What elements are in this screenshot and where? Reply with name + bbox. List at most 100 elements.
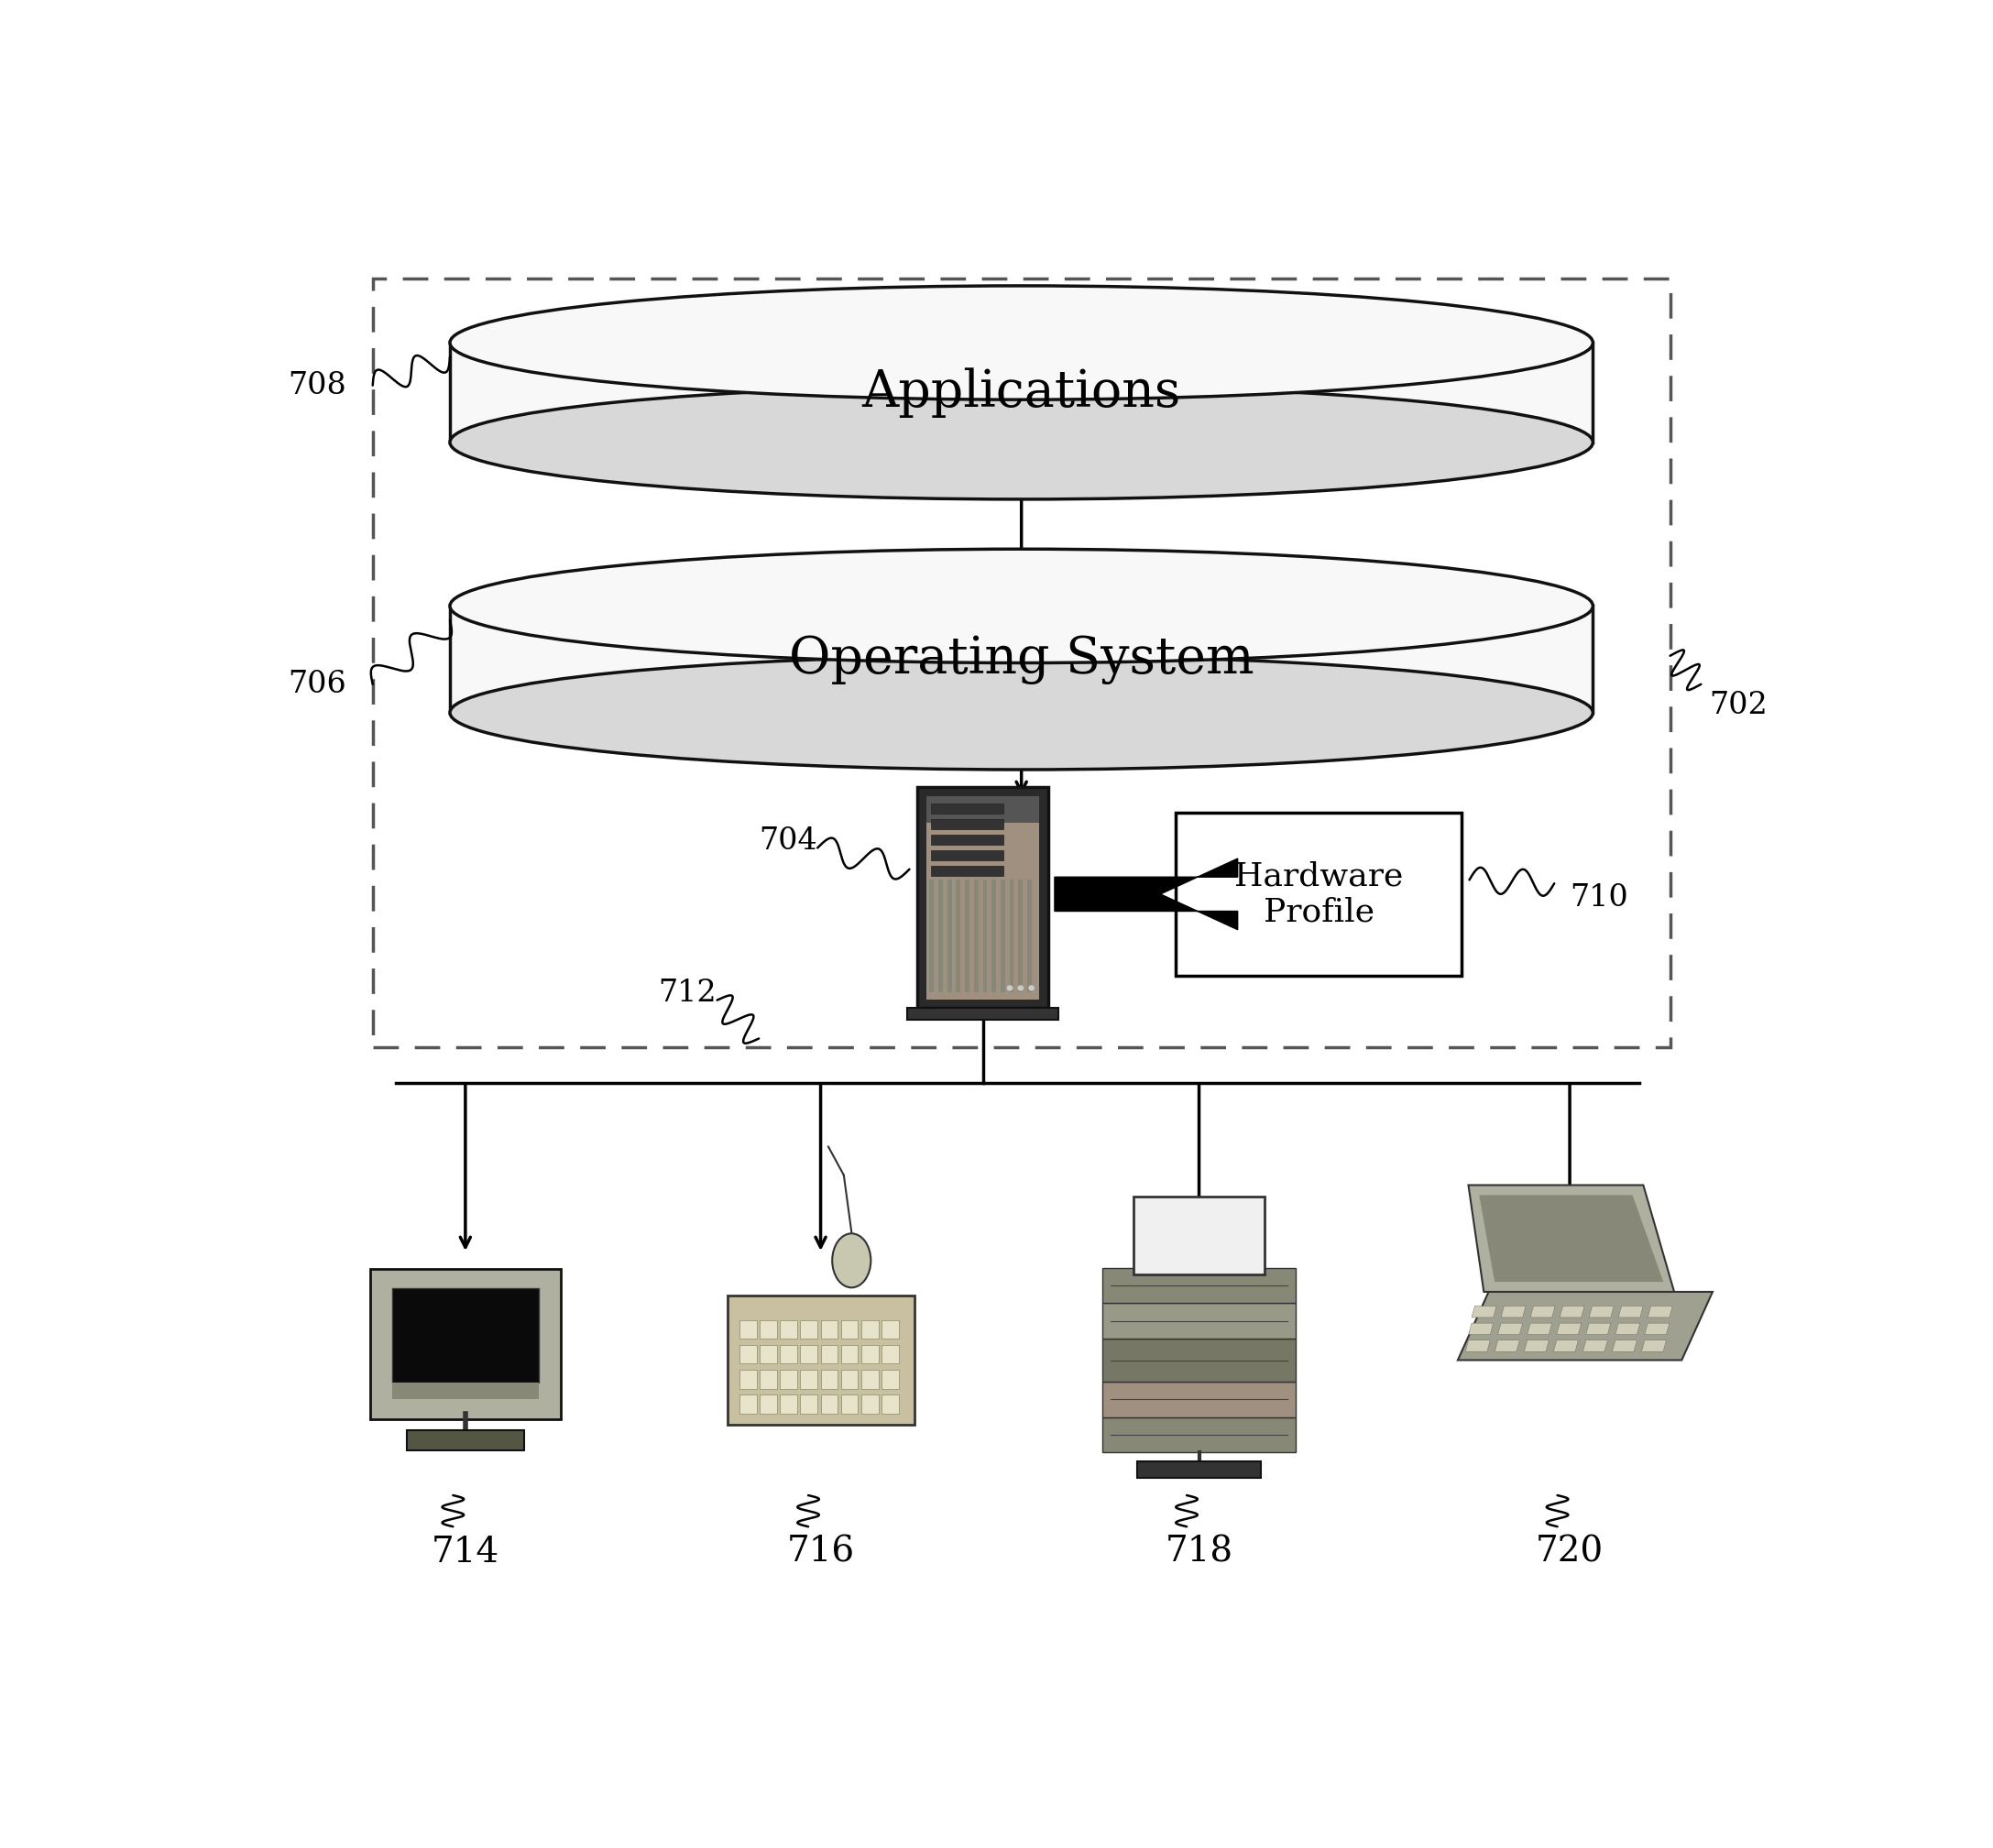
FancyBboxPatch shape	[759, 1319, 777, 1338]
Polygon shape	[1612, 1340, 1636, 1351]
FancyBboxPatch shape	[861, 1369, 879, 1388]
FancyBboxPatch shape	[841, 1345, 859, 1364]
FancyBboxPatch shape	[881, 1345, 899, 1364]
FancyBboxPatch shape	[881, 1319, 899, 1338]
FancyBboxPatch shape	[801, 1319, 817, 1338]
FancyBboxPatch shape	[993, 880, 996, 992]
FancyBboxPatch shape	[779, 1369, 797, 1388]
FancyBboxPatch shape	[393, 1382, 538, 1399]
Polygon shape	[1054, 859, 1238, 930]
FancyBboxPatch shape	[739, 1369, 757, 1388]
FancyBboxPatch shape	[727, 1295, 915, 1425]
FancyBboxPatch shape	[821, 1395, 837, 1414]
Text: Hardware
Profile: Hardware Profile	[1234, 861, 1403, 928]
FancyBboxPatch shape	[801, 1395, 817, 1414]
FancyBboxPatch shape	[931, 835, 1002, 845]
FancyBboxPatch shape	[759, 1395, 777, 1414]
Polygon shape	[1582, 1340, 1608, 1351]
FancyBboxPatch shape	[821, 1369, 837, 1388]
FancyBboxPatch shape	[881, 1395, 899, 1414]
Polygon shape	[1553, 1340, 1578, 1351]
Polygon shape	[1471, 1307, 1497, 1318]
Text: Operating System: Operating System	[789, 634, 1254, 684]
Ellipse shape	[450, 549, 1592, 663]
Text: 710: 710	[1570, 883, 1628, 913]
FancyBboxPatch shape	[917, 787, 1048, 1007]
Text: 708: 708	[287, 371, 347, 399]
FancyBboxPatch shape	[739, 1345, 757, 1364]
Circle shape	[1006, 985, 1012, 991]
Bar	[373, 279, 1670, 1048]
Text: Applications: Applications	[861, 368, 1182, 418]
FancyBboxPatch shape	[779, 1395, 797, 1414]
FancyBboxPatch shape	[931, 865, 1002, 876]
Polygon shape	[1648, 1307, 1672, 1318]
Polygon shape	[1531, 1307, 1555, 1318]
Ellipse shape	[450, 286, 1592, 399]
FancyBboxPatch shape	[927, 796, 1038, 1000]
FancyBboxPatch shape	[393, 1288, 538, 1382]
FancyBboxPatch shape	[779, 1345, 797, 1364]
Polygon shape	[1469, 1185, 1674, 1292]
Text: 702: 702	[1708, 691, 1768, 721]
FancyBboxPatch shape	[931, 804, 1002, 813]
Text: 706: 706	[287, 669, 347, 699]
FancyBboxPatch shape	[861, 1345, 879, 1364]
FancyBboxPatch shape	[841, 1319, 859, 1338]
Text: 704: 704	[759, 826, 817, 856]
FancyBboxPatch shape	[983, 880, 987, 992]
FancyBboxPatch shape	[821, 1345, 837, 1364]
Ellipse shape	[833, 1233, 871, 1288]
FancyBboxPatch shape	[1134, 1196, 1266, 1275]
Text: 712: 712	[658, 978, 717, 1007]
Text: 716: 716	[787, 1536, 855, 1569]
FancyBboxPatch shape	[1018, 880, 1022, 992]
FancyBboxPatch shape	[759, 1369, 777, 1388]
FancyBboxPatch shape	[841, 1395, 859, 1414]
FancyBboxPatch shape	[975, 880, 979, 992]
FancyBboxPatch shape	[1026, 880, 1032, 992]
FancyBboxPatch shape	[861, 1319, 879, 1338]
Polygon shape	[1465, 1340, 1491, 1351]
FancyBboxPatch shape	[957, 880, 961, 992]
FancyBboxPatch shape	[739, 1319, 757, 1338]
FancyBboxPatch shape	[759, 1345, 777, 1364]
FancyBboxPatch shape	[907, 1007, 1058, 1020]
FancyBboxPatch shape	[931, 819, 1002, 828]
Polygon shape	[1557, 1323, 1580, 1334]
FancyBboxPatch shape	[801, 1345, 817, 1364]
FancyBboxPatch shape	[881, 1369, 899, 1388]
FancyBboxPatch shape	[371, 1270, 560, 1419]
Ellipse shape	[450, 656, 1592, 769]
Polygon shape	[1501, 1307, 1527, 1318]
Polygon shape	[1642, 1340, 1666, 1351]
FancyBboxPatch shape	[939, 880, 943, 992]
Polygon shape	[1561, 1307, 1584, 1318]
Text: 720: 720	[1537, 1536, 1604, 1569]
FancyBboxPatch shape	[965, 880, 969, 992]
FancyBboxPatch shape	[801, 1369, 817, 1388]
FancyBboxPatch shape	[821, 1319, 837, 1338]
Text: 714: 714	[430, 1536, 500, 1569]
Circle shape	[1028, 985, 1034, 991]
Text: 718: 718	[1166, 1536, 1234, 1569]
FancyBboxPatch shape	[407, 1430, 524, 1451]
Polygon shape	[1618, 1307, 1642, 1318]
FancyBboxPatch shape	[1102, 1303, 1295, 1338]
FancyBboxPatch shape	[931, 850, 1002, 859]
FancyBboxPatch shape	[450, 606, 1592, 713]
Polygon shape	[1525, 1340, 1549, 1351]
FancyBboxPatch shape	[1102, 1338, 1295, 1382]
FancyBboxPatch shape	[1000, 880, 1004, 992]
FancyBboxPatch shape	[779, 1319, 797, 1338]
Ellipse shape	[450, 386, 1592, 499]
Polygon shape	[1588, 1307, 1614, 1318]
Polygon shape	[1586, 1323, 1610, 1334]
FancyBboxPatch shape	[927, 796, 1038, 822]
Polygon shape	[1457, 1292, 1712, 1360]
Bar	[1176, 813, 1461, 976]
FancyBboxPatch shape	[1008, 880, 1014, 992]
Polygon shape	[1527, 1323, 1553, 1334]
Polygon shape	[1495, 1340, 1519, 1351]
Circle shape	[1018, 985, 1024, 991]
